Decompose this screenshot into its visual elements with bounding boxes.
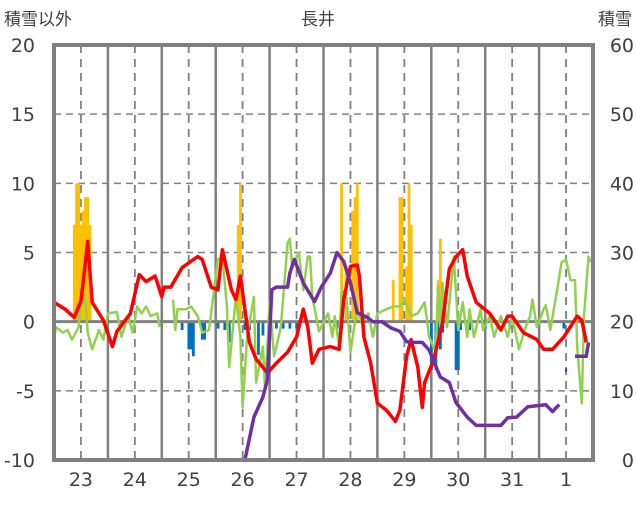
blue-bar (216, 321, 220, 329)
orange-bar (405, 266, 409, 322)
right-tick-label: 40 (610, 173, 634, 195)
lines (52, 237, 592, 462)
right-tick-label: 0 (622, 450, 634, 472)
blue-bar (456, 321, 460, 371)
left-tick-label: 5 (23, 243, 35, 265)
blue-bar (223, 321, 227, 330)
x-tick-label: 25 (177, 469, 201, 491)
orange-bar (340, 183, 343, 322)
x-tick-label: 24 (123, 469, 147, 491)
right-tick-label: 30 (610, 243, 634, 265)
orange-bar (407, 183, 411, 322)
orange-bar (441, 294, 445, 322)
blue-bar (562, 321, 566, 329)
right-tick-label: 20 (610, 312, 634, 334)
purple-series-line (54, 250, 591, 462)
plot-frame (52, 43, 595, 462)
orange-bar (239, 183, 242, 322)
orange-bar (355, 183, 359, 322)
x-tick-label: 27 (284, 469, 308, 491)
orange-bar (409, 224, 413, 322)
right-tick-label: 50 (610, 104, 634, 126)
blue-bar (436, 321, 440, 336)
green-series-line (52, 237, 592, 409)
blue-bar (189, 321, 193, 350)
orange-bar (398, 197, 402, 322)
blue-bar (295, 321, 299, 329)
blue-bar (459, 321, 462, 330)
left-tick-label: 15 (11, 104, 35, 126)
x-tick-label: 28 (338, 469, 362, 491)
red-series-line (53, 239, 589, 424)
blue-bar (261, 321, 265, 336)
x-tick-label: 1 (560, 469, 572, 491)
right-tick-label: 60 (610, 35, 634, 57)
blue-bar (281, 321, 285, 329)
x-tick-label: 29 (392, 469, 416, 491)
orange-bar (77, 183, 81, 322)
blue-bar (468, 321, 471, 330)
blue-bar (243, 321, 247, 330)
orange-bar (72, 224, 76, 322)
left-tick-label: -10 (4, 450, 35, 472)
right-axis-title: 積雪 (598, 10, 632, 30)
blue-bar (187, 321, 191, 350)
orange-bar (79, 224, 83, 322)
blue-bar (257, 321, 260, 355)
x-tick-label: 26 (231, 469, 255, 491)
blue-bar (430, 321, 433, 371)
orange-bar (353, 197, 357, 322)
left-tick-label: -5 (16, 381, 35, 403)
blue-bar (275, 321, 278, 329)
blue-bar (288, 321, 292, 329)
x-tick-label: 30 (446, 469, 470, 491)
grid (54, 45, 593, 460)
orange-bar (400, 197, 404, 322)
blue-bar (227, 321, 231, 343)
left-tick-label: 10 (11, 173, 35, 195)
orange-bar (391, 280, 395, 322)
orange-bar (236, 224, 240, 322)
chart-title: 長井 (301, 10, 335, 30)
x-tick-label: 23 (69, 469, 93, 491)
blue-bar (454, 321, 458, 371)
left-tick-label: 0 (23, 312, 35, 334)
right-tick-label: 10 (610, 381, 634, 403)
blue-bar (191, 321, 195, 357)
orange-bar (75, 183, 78, 322)
left-axis-title: 積雪以外 (4, 10, 72, 30)
orange-bar (438, 238, 442, 322)
left-tick-label: 20 (11, 35, 35, 57)
blue-bar (180, 321, 184, 330)
x-tick-label: 31 (500, 469, 524, 491)
